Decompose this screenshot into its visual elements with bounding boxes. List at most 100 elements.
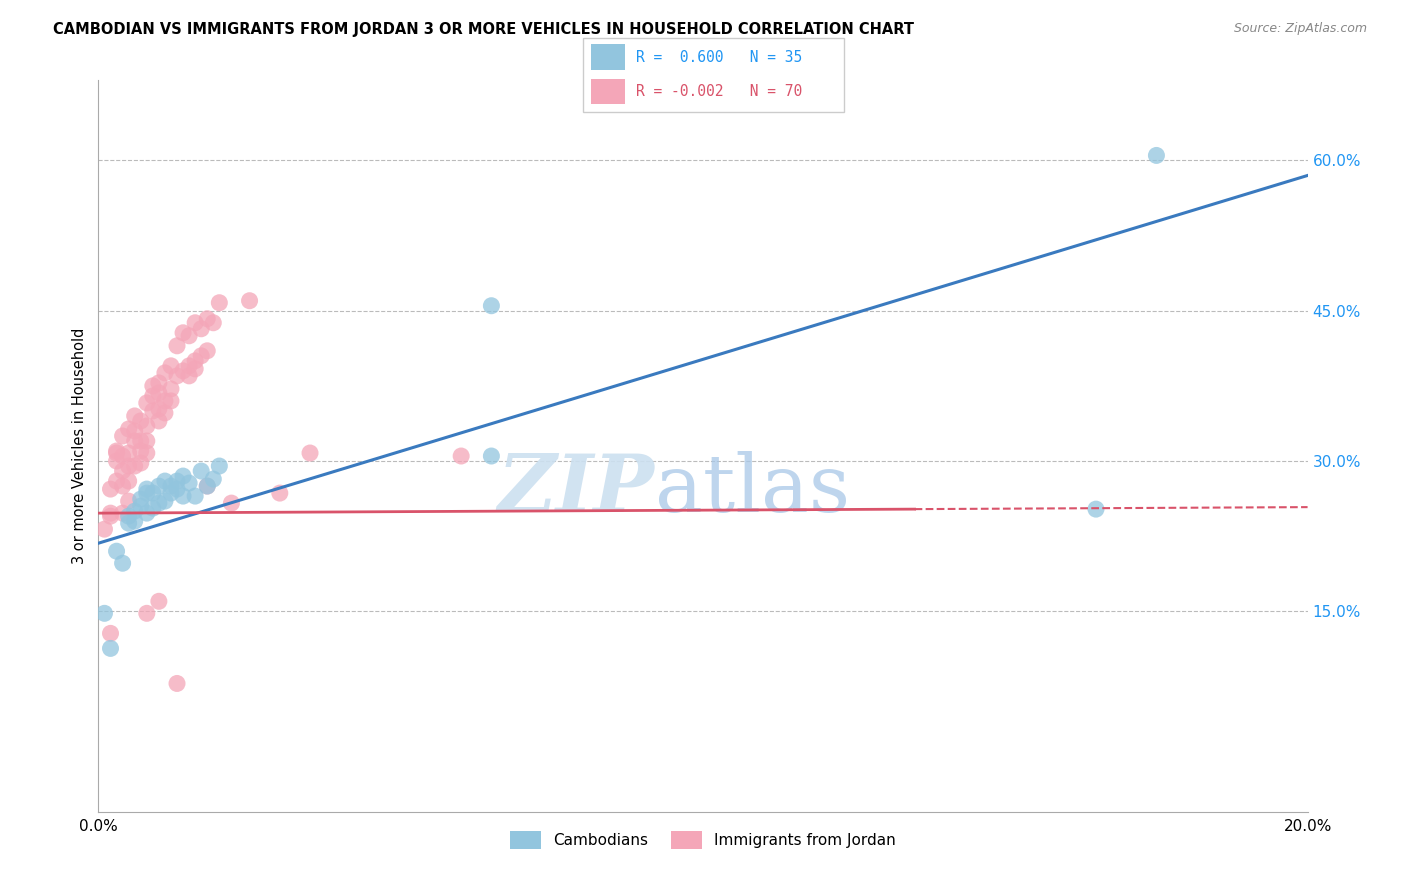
Point xyxy=(135,419,157,434)
Point xyxy=(166,474,188,488)
Point xyxy=(105,544,128,558)
Point xyxy=(111,479,134,493)
Point xyxy=(118,422,141,436)
Point xyxy=(166,482,188,496)
Point xyxy=(93,607,115,621)
Point xyxy=(299,446,322,460)
Point xyxy=(172,364,194,378)
Point xyxy=(124,504,146,518)
Point xyxy=(179,368,201,383)
Point xyxy=(124,434,146,448)
Point xyxy=(135,396,157,410)
Point xyxy=(153,406,176,420)
Point xyxy=(190,349,212,363)
Point xyxy=(124,458,146,473)
Point xyxy=(1144,148,1167,162)
Point xyxy=(135,486,157,500)
FancyBboxPatch shape xyxy=(583,38,844,112)
Point xyxy=(166,676,188,690)
Point xyxy=(184,362,207,376)
Point xyxy=(111,429,134,443)
Point xyxy=(148,414,170,428)
Point xyxy=(111,556,134,570)
Point xyxy=(153,494,176,508)
Point xyxy=(100,509,122,524)
Point xyxy=(129,434,152,448)
Point xyxy=(148,479,170,493)
Point xyxy=(148,594,170,608)
Point xyxy=(100,626,122,640)
Point xyxy=(166,368,188,383)
Point xyxy=(195,479,218,493)
Point xyxy=(142,501,165,516)
Point xyxy=(124,514,146,528)
Point xyxy=(160,382,183,396)
Point xyxy=(195,311,218,326)
Point xyxy=(239,293,262,308)
Point xyxy=(184,489,207,503)
Point xyxy=(148,376,170,390)
Point xyxy=(190,464,212,478)
Point xyxy=(153,393,176,408)
Point xyxy=(135,506,157,520)
Point xyxy=(118,516,141,530)
Point xyxy=(135,434,157,448)
Point xyxy=(153,474,176,488)
Point xyxy=(129,499,152,513)
Point xyxy=(195,343,218,358)
Point xyxy=(450,449,472,463)
Point xyxy=(208,295,231,310)
Point xyxy=(184,316,207,330)
Bar xyxy=(592,78,626,104)
Text: CAMBODIAN VS IMMIGRANTS FROM JORDAN 3 OR MORE VEHICLES IN HOUSEHOLD CORRELATION : CAMBODIAN VS IMMIGRANTS FROM JORDAN 3 OR… xyxy=(53,22,914,37)
Point xyxy=(135,607,157,621)
Point xyxy=(129,456,152,470)
Point xyxy=(142,379,165,393)
Point xyxy=(105,446,128,460)
Text: R =  0.600   N = 35: R = 0.600 N = 35 xyxy=(636,50,801,64)
Point xyxy=(160,393,183,408)
Point xyxy=(221,496,243,510)
Point xyxy=(142,404,165,418)
Point xyxy=(118,458,141,473)
Point xyxy=(129,444,152,458)
Point xyxy=(135,446,157,460)
Point xyxy=(179,328,201,343)
Point xyxy=(118,509,141,524)
Point xyxy=(269,486,291,500)
Point xyxy=(195,479,218,493)
Bar xyxy=(592,45,626,70)
Point xyxy=(100,482,122,496)
Point xyxy=(166,339,188,353)
Text: R = -0.002   N = 70: R = -0.002 N = 70 xyxy=(636,84,801,99)
Text: ZIP: ZIP xyxy=(498,451,655,529)
Point xyxy=(481,449,503,463)
Point xyxy=(153,366,176,380)
Point xyxy=(184,354,207,368)
Point xyxy=(118,446,141,460)
Y-axis label: 3 or more Vehicles in Household: 3 or more Vehicles in Household xyxy=(72,328,87,564)
Point xyxy=(111,506,134,520)
Point xyxy=(135,482,157,496)
Point xyxy=(105,444,128,458)
Point xyxy=(118,494,141,508)
Point xyxy=(160,359,183,373)
Point xyxy=(100,506,122,520)
Point xyxy=(160,486,183,500)
Point xyxy=(190,322,212,336)
Point xyxy=(118,474,141,488)
Point xyxy=(124,424,146,438)
Point xyxy=(1085,502,1108,516)
Point xyxy=(129,414,152,428)
Text: atlas: atlas xyxy=(655,450,849,529)
Point xyxy=(142,486,165,500)
Point xyxy=(172,326,194,340)
Legend: Cambodians, Immigrants from Jordan: Cambodians, Immigrants from Jordan xyxy=(505,824,901,855)
Point xyxy=(93,522,115,536)
Point xyxy=(100,641,122,656)
Point xyxy=(142,389,165,403)
Point xyxy=(179,359,201,373)
Point xyxy=(160,479,183,493)
Point xyxy=(148,385,170,400)
Point xyxy=(148,401,170,416)
